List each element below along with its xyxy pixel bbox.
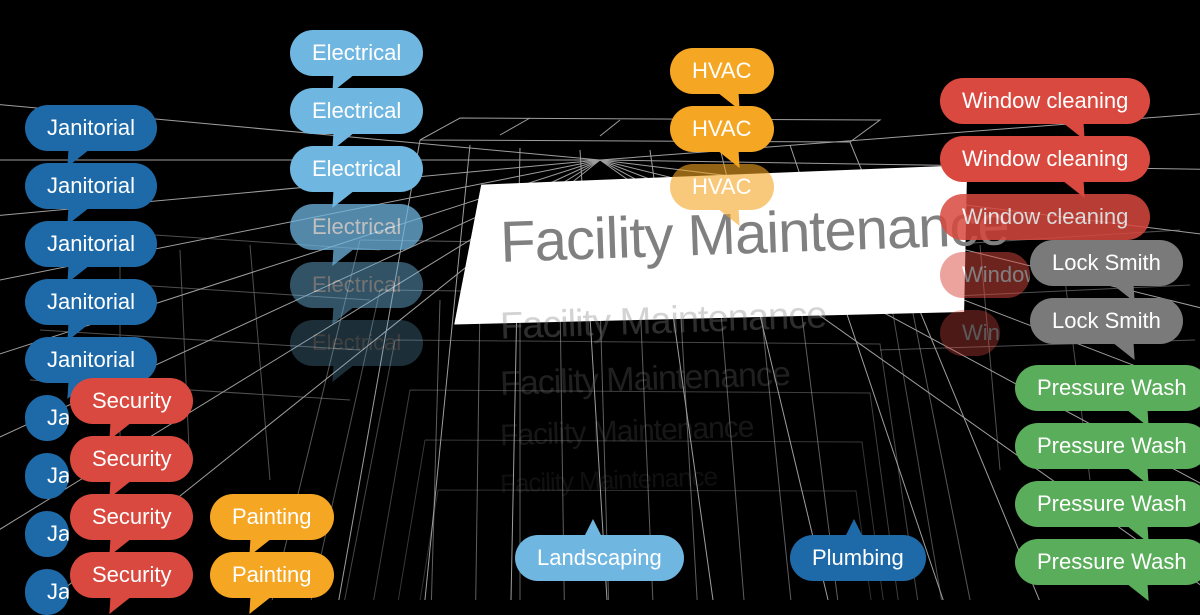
bubble-label: Lock Smith: [1052, 250, 1161, 276]
bubble-tail: [35, 611, 66, 615]
bubble-label: Security: [92, 446, 171, 472]
bubble-label: Janitorial: [47, 463, 69, 489]
janitorial-bubble: Janitorial: [25, 337, 157, 383]
bubble-label: Window cleaning: [962, 320, 1000, 346]
pressure-bubble: Pressure Wash: [1015, 481, 1200, 527]
bubble-label: Painting: [232, 504, 312, 530]
bubble-tail: [326, 362, 357, 382]
bubble-tail: [954, 352, 985, 356]
bubble-label: Landscaping: [537, 545, 662, 571]
electrical-bubble: Electrical: [290, 30, 423, 76]
bubble-label: HVAC: [692, 174, 752, 200]
window-bubble: Window cleaning: [940, 252, 1030, 298]
security-bubble: Security: [70, 494, 193, 540]
bubble-label: Security: [92, 504, 171, 530]
bubble-tail: [103, 594, 134, 614]
electrical-bubble: Electrical: [290, 320, 423, 366]
janitorial-bubble: Janitorial: [25, 163, 157, 209]
bubble-label: Pressure Wash: [1037, 491, 1187, 517]
security-bubble: Security: [70, 378, 193, 424]
bubble-label: Pressure Wash: [1037, 375, 1187, 401]
bubble-tail: [35, 553, 66, 557]
bubble-tail: [243, 594, 274, 614]
janitorial-bubble: Janitorial: [25, 511, 69, 557]
window-bubble: Window cleaning: [940, 136, 1150, 182]
bubble-label: HVAC: [692, 58, 752, 84]
bubble-label: Electrical: [312, 40, 401, 66]
electrical-bubble: Electrical: [290, 204, 423, 250]
bubble-label: Window cleaning: [962, 204, 1128, 230]
pressure-bubble: Pressure Wash: [1015, 423, 1200, 469]
bubble-label: Electrical: [312, 272, 401, 298]
bubble-label: HVAC: [692, 116, 752, 142]
bubble-tail: [1123, 581, 1154, 601]
bubble-tail: [844, 519, 864, 539]
electrical-bubble: Electrical: [290, 262, 423, 308]
electrical-bubble: Electrical: [290, 88, 423, 134]
bubble-label: Plumbing: [812, 545, 904, 571]
hvac-bubble: HVAC: [670, 106, 774, 152]
bubble-label: Janitorial: [47, 289, 135, 315]
janitorial-bubble: Janitorial: [25, 279, 157, 325]
bubble-label: Janitorial: [47, 521, 69, 547]
bubble-label: Security: [92, 388, 171, 414]
title-echo: Facility Maintenance: [499, 411, 754, 454]
bubble-label: Pressure Wash: [1037, 549, 1187, 575]
bubble-label: Electrical: [312, 98, 401, 124]
bubble-label: Window cleaning: [962, 262, 1030, 288]
title-echo: Facility Maintenance: [499, 355, 790, 404]
bubble-label: Janitorial: [47, 347, 135, 373]
bubble-label: Lock Smith: [1052, 308, 1161, 334]
bubble-label: Painting: [232, 562, 312, 588]
landscaping-bubble: Landscaping: [515, 535, 684, 581]
pressure-bubble: Pressure Wash: [1015, 539, 1200, 585]
bubble-label: Window cleaning: [962, 88, 1128, 114]
janitorial-bubble: Janitorial: [25, 105, 157, 151]
bubble-label: Electrical: [312, 330, 401, 356]
window-bubble: Window cleaning: [940, 194, 1150, 240]
bubble-label: Janitorial: [47, 173, 135, 199]
janitorial-bubble: Janitorial: [25, 221, 157, 267]
painting-bubble: Painting: [210, 494, 334, 540]
security-bubble: Security: [70, 436, 193, 482]
bubble-tail: [35, 495, 66, 499]
bubble-tail: [1109, 340, 1140, 360]
painting-bubble: Painting: [210, 552, 334, 598]
electrical-bubble: Electrical: [290, 146, 423, 192]
bubble-label: Janitorial: [47, 115, 135, 141]
bubble-label: Window cleaning: [962, 146, 1128, 172]
hvac-bubble: HVAC: [670, 164, 774, 210]
janitorial-bubble: Janitorial: [25, 395, 69, 441]
security-bubble: Security: [70, 552, 193, 598]
window-bubble: Window cleaning: [940, 310, 1000, 356]
janitorial-bubble: Janitorial: [25, 453, 69, 499]
hvac-bubble: HVAC: [670, 48, 774, 94]
bubble-tail: [975, 294, 1006, 298]
bubble-tail: [35, 437, 66, 441]
bubble-label: Electrical: [312, 156, 401, 182]
locksmith-bubble: Lock Smith: [1030, 298, 1183, 344]
title-echo: Facility Maintenance: [500, 461, 718, 500]
bubble-label: Janitorial: [47, 405, 69, 431]
bubble-label: Pressure Wash: [1037, 433, 1187, 459]
window-bubble: Window cleaning: [940, 78, 1150, 124]
janitorial-bubble: Janitorial: [25, 569, 69, 615]
plumbing-bubble: Plumbing: [790, 535, 926, 581]
bubble-tail: [583, 519, 603, 539]
pressure-bubble: Pressure Wash: [1015, 365, 1200, 411]
bubble-label: Janitorial: [47, 579, 69, 605]
bubble-label: Electrical: [312, 214, 401, 240]
locksmith-bubble: Lock Smith: [1030, 240, 1183, 286]
bubble-label: Janitorial: [47, 231, 135, 257]
bubble-label: Security: [92, 562, 171, 588]
